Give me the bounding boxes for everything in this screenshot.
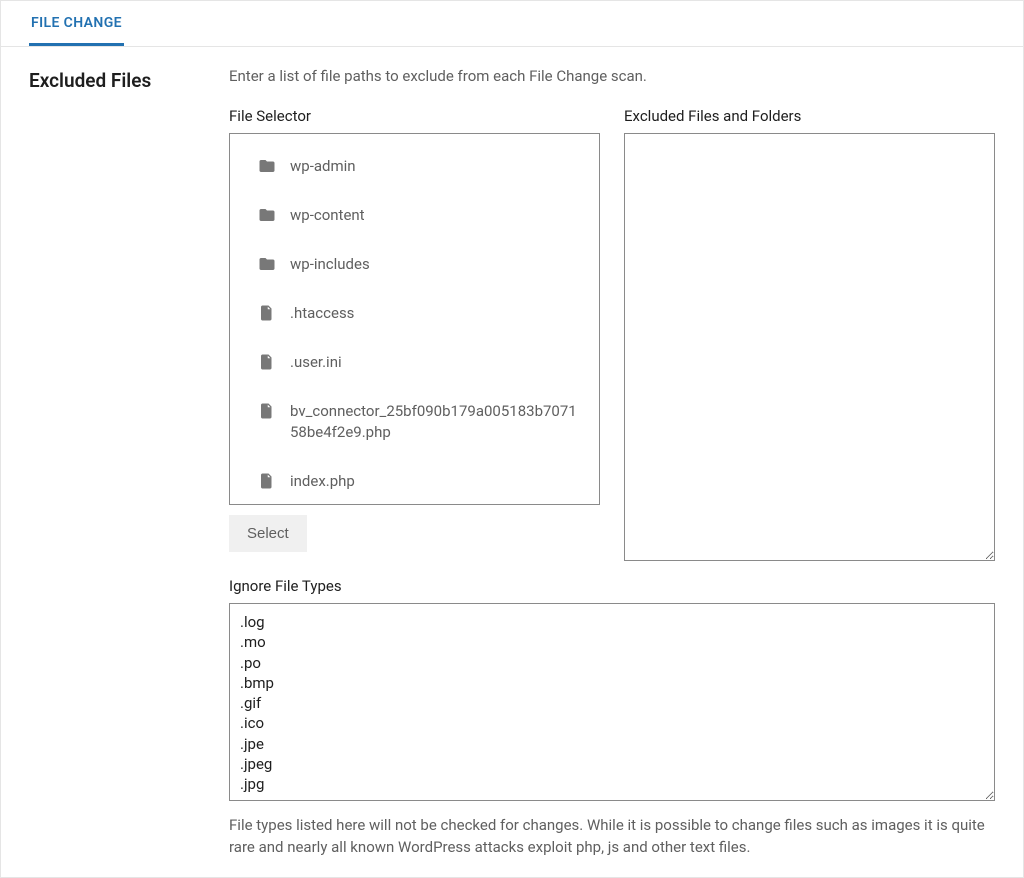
file-item[interactable]: wp-admin xyxy=(230,142,599,191)
ignore-label: Ignore File Types xyxy=(229,577,995,595)
folder-icon xyxy=(258,255,276,273)
tab-bar: FILE CHANGE xyxy=(1,1,1023,47)
section-description: Enter a list of file paths to exclude fr… xyxy=(229,67,995,85)
excluded-label: Excluded Files and Folders xyxy=(624,107,995,125)
content-area: Excluded Files Enter a list of file path… xyxy=(1,47,1023,859)
file-item[interactable]: .user.ini xyxy=(230,338,599,387)
excluded-textarea[interactable] xyxy=(624,133,995,561)
file-item[interactable]: wp-includes xyxy=(230,240,599,289)
file-item[interactable]: wp-content xyxy=(230,191,599,240)
select-button[interactable]: Select xyxy=(229,515,307,552)
tab-file-change[interactable]: FILE CHANGE xyxy=(29,1,124,46)
file-item-label: bv_connector_25bf090b179a005183b707158be… xyxy=(290,401,581,443)
file-item-label: .htaccess xyxy=(290,303,354,324)
file-item-label: .user.ini xyxy=(290,352,342,373)
file-icon xyxy=(258,304,276,322)
selector-row: File Selector wp-admin wp-content wp-inclu… xyxy=(229,107,995,561)
section-title-column: Excluded Files xyxy=(29,67,229,859)
file-icon xyxy=(258,353,276,371)
section-title: Excluded Files xyxy=(29,69,229,92)
folder-icon xyxy=(258,206,276,224)
file-selector-label: File Selector xyxy=(229,107,600,125)
section-body: Enter a list of file paths to exclude fr… xyxy=(229,67,995,859)
file-selector-list[interactable]: wp-admin wp-content wp-includes .htaccess .u… xyxy=(229,133,600,505)
file-icon xyxy=(258,472,276,490)
file-item[interactable]: index.php xyxy=(230,457,599,505)
file-item-label: wp-content xyxy=(290,205,365,226)
file-selector-panel: File Selector wp-admin wp-content wp-inclu… xyxy=(229,107,600,561)
file-item-label: wp-admin xyxy=(290,156,356,177)
folder-icon xyxy=(258,157,276,175)
ignore-file-types-textarea[interactable] xyxy=(229,603,995,801)
file-item[interactable]: .htaccess xyxy=(230,289,599,338)
file-item-label: wp-includes xyxy=(290,254,370,275)
ignore-section: Ignore File Types File types listed here… xyxy=(229,577,995,859)
file-item-label: index.php xyxy=(290,471,355,492)
file-item[interactable]: bv_connector_25bf090b179a005183b707158be… xyxy=(230,387,599,457)
excluded-panel: Excluded Files and Folders xyxy=(624,107,995,561)
ignore-help-text: File types listed here will not be check… xyxy=(229,815,995,859)
file-icon xyxy=(258,402,276,420)
